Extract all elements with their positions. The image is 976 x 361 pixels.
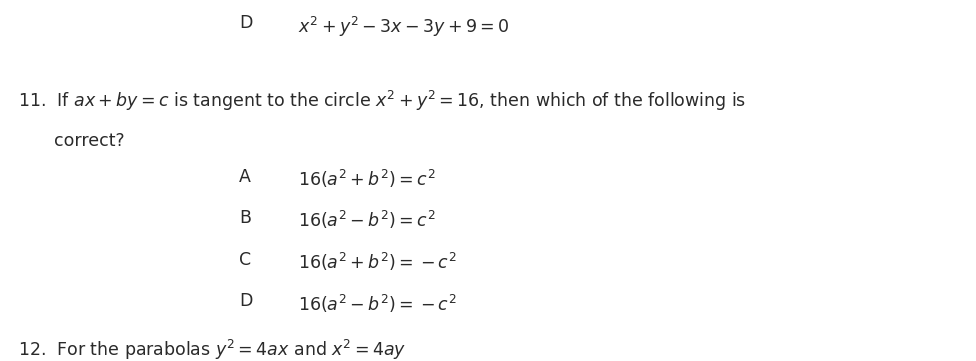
Text: C: C xyxy=(239,251,251,269)
Text: correct?: correct? xyxy=(54,132,124,150)
Text: 11.  If $ax+by=c$ is tangent to the circle $x^2+y^2=16$, then which of the follo: 11. If $ax+by=c$ is tangent to the circl… xyxy=(18,88,746,113)
Text: 12.  For the parabolas $y^2=4ax$ and $x^2=4ay$: 12. For the parabolas $y^2=4ax$ and $x^2… xyxy=(18,338,406,361)
Text: D: D xyxy=(239,14,253,32)
Text: $16(a^2-b^2)=c^2$: $16(a^2-b^2)=c^2$ xyxy=(298,209,435,231)
Text: D: D xyxy=(239,292,253,310)
Text: $16(a^2-b^2)=-c^2$: $16(a^2-b^2)=-c^2$ xyxy=(298,292,457,314)
Text: A: A xyxy=(239,168,251,186)
Text: $16(a^2+b^2)=-c^2$: $16(a^2+b^2)=-c^2$ xyxy=(298,251,457,273)
Text: $x^2+y^2-3x-3y+9=0$: $x^2+y^2-3x-3y+9=0$ xyxy=(298,14,509,39)
Text: B: B xyxy=(239,209,251,227)
Text: $16(a^2+b^2)=c^2$: $16(a^2+b^2)=c^2$ xyxy=(298,168,435,190)
